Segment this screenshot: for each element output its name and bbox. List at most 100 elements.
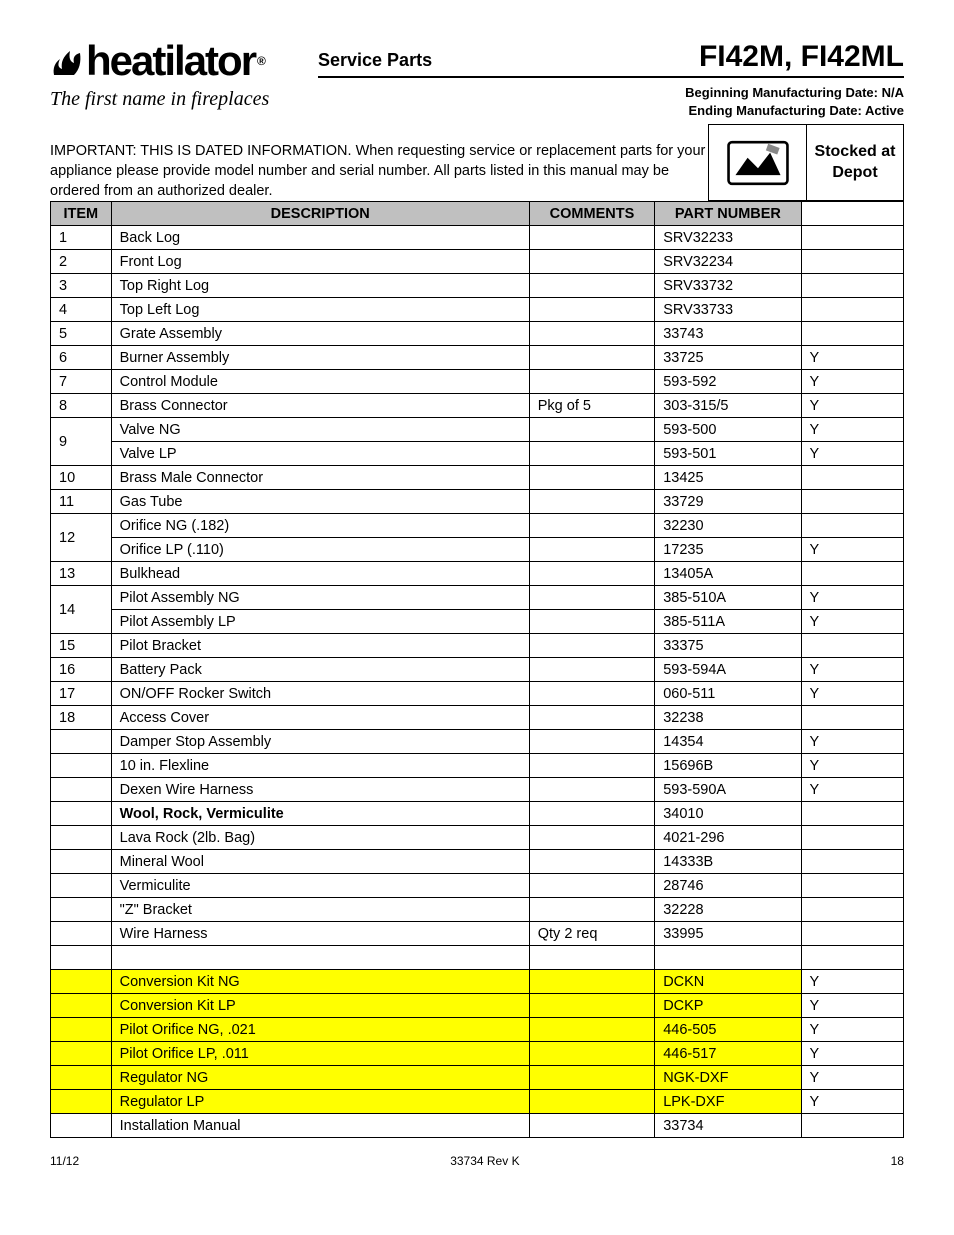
cell-stocked: Y (801, 538, 903, 562)
cell-part-number: 060-511 (655, 682, 801, 706)
cell-comments (529, 250, 654, 274)
cell-stocked (801, 274, 903, 298)
cell-description: Installation Manual (111, 1114, 529, 1138)
cell-part-number: 593-500 (655, 418, 801, 442)
cell-part-number: 17235 (655, 538, 801, 562)
brand-logo: heatilator ® (50, 40, 308, 82)
cell-item (51, 1114, 112, 1138)
cell-comments (529, 898, 654, 922)
table-row: 7Control Module593-592Y (51, 370, 904, 394)
cell-description: Top Left Log (111, 298, 529, 322)
cell-stocked (801, 514, 903, 538)
table-header-row: ITEM DESCRIPTION COMMENTS PART NUMBER (51, 202, 904, 226)
table-row: Regulator LPLPK-DXFY (51, 1090, 904, 1114)
mfg-dates: Beginning Manufacturing Date: N/A Ending… (318, 84, 904, 120)
cell-comments (529, 226, 654, 250)
cell-comments (529, 874, 654, 898)
cell-item: 2 (51, 250, 112, 274)
cell-stocked (801, 922, 903, 946)
cell-stocked (801, 946, 903, 970)
footer-center: 33734 Rev K (450, 1154, 519, 1168)
table-row: Pilot Assembly LP385-511AY (51, 610, 904, 634)
cell-part-number: 4021-296 (655, 826, 801, 850)
cell-description: Wool, Rock, Vermiculite (111, 802, 529, 826)
cell-description: Battery Pack (111, 658, 529, 682)
col-comments: COMMENTS (529, 202, 654, 226)
cell-comments (529, 1090, 654, 1114)
cell-item: 6 (51, 346, 112, 370)
cell-comments (529, 682, 654, 706)
cell-item: 1 (51, 226, 112, 250)
service-parts-label: Service Parts (318, 50, 699, 71)
table-row: Wire HarnessQty 2 req33995 (51, 922, 904, 946)
cell-stocked (801, 298, 903, 322)
table-row: 5Grate Assembly33743 (51, 322, 904, 346)
table-row: Regulator NG NGK-DXFY (51, 1066, 904, 1090)
table-row: 8Brass ConnectorPkg of 5303-315/5Y (51, 394, 904, 418)
cell-item: 7 (51, 370, 112, 394)
cell-comments (529, 418, 654, 442)
cell-comments (529, 322, 654, 346)
registered-mark: ® (257, 55, 264, 67)
cell-item (51, 826, 112, 850)
cell-item: 8 (51, 394, 112, 418)
cell-comments (529, 778, 654, 802)
col-part: PART NUMBER (655, 202, 801, 226)
cell-comments (529, 538, 654, 562)
cell-stocked (801, 490, 903, 514)
mfg-begin: Beginning Manufacturing Date: N/A (318, 84, 904, 102)
cell-item (51, 994, 112, 1018)
page-header: heatilator ® The first name in fireplace… (50, 40, 904, 120)
cell-part-number: 593-590A (655, 778, 801, 802)
cell-part-number: 593-592 (655, 370, 801, 394)
table-row: 15Pilot Bracket33375 (51, 634, 904, 658)
cell-part-number: 446-505 (655, 1018, 801, 1042)
table-row: Pilot Orifice LP, .011446-517Y (51, 1042, 904, 1066)
cell-comments (529, 754, 654, 778)
cell-part-number: 593-501 (655, 442, 801, 466)
cell-comments (529, 802, 654, 826)
cell-stocked: Y (801, 586, 903, 610)
mfg-end: Ending Manufacturing Date: Active (318, 102, 904, 120)
cell-comments (529, 610, 654, 634)
cell-item: 4 (51, 298, 112, 322)
table-row: 4Top Left LogSRV33733 (51, 298, 904, 322)
table-row: Vermiculite28746 (51, 874, 904, 898)
cell-description: Regulator NG (111, 1066, 529, 1090)
flame-icon (50, 44, 84, 78)
cell-part-number: 385-511A (655, 610, 801, 634)
cell-item (51, 730, 112, 754)
cell-item (51, 898, 112, 922)
cell-comments (529, 730, 654, 754)
cell-stocked (801, 802, 903, 826)
cell-part-number: 13405A (655, 562, 801, 586)
cell-stocked: Y (801, 370, 903, 394)
table-row: Conversion Kit LPDCKPY (51, 994, 904, 1018)
cell-part-number: 28746 (655, 874, 801, 898)
cell-stocked: Y (801, 1018, 903, 1042)
cell-description: Conversion Kit NG (111, 970, 529, 994)
logo-block: heatilator ® The first name in fireplace… (50, 40, 308, 111)
cell-description: Pilot Bracket (111, 634, 529, 658)
cell-description (111, 946, 529, 970)
cell-stocked (801, 322, 903, 346)
cell-item (51, 874, 112, 898)
cell-part-number: 446-517 (655, 1042, 801, 1066)
table-row: 10 in. Flexline15696BY (51, 754, 904, 778)
cell-item (51, 970, 112, 994)
cell-description: Damper Stop Assembly (111, 730, 529, 754)
cell-part-number: 33995 (655, 922, 801, 946)
cell-description: Pilot Orifice LP, .011 (111, 1042, 529, 1066)
cell-item (51, 1090, 112, 1114)
cell-comments (529, 274, 654, 298)
cell-stocked: Y (801, 418, 903, 442)
cell-description: Orifice LP (.110) (111, 538, 529, 562)
cell-stocked (801, 874, 903, 898)
cell-part-number: NGK-DXF (655, 1066, 801, 1090)
cell-stocked: Y (801, 1066, 903, 1090)
cell-description: 10 in. Flexline (111, 754, 529, 778)
fireplace-icon (708, 124, 806, 201)
cell-comments (529, 346, 654, 370)
cell-item: 17 (51, 682, 112, 706)
cell-comments: Qty 2 req (529, 922, 654, 946)
